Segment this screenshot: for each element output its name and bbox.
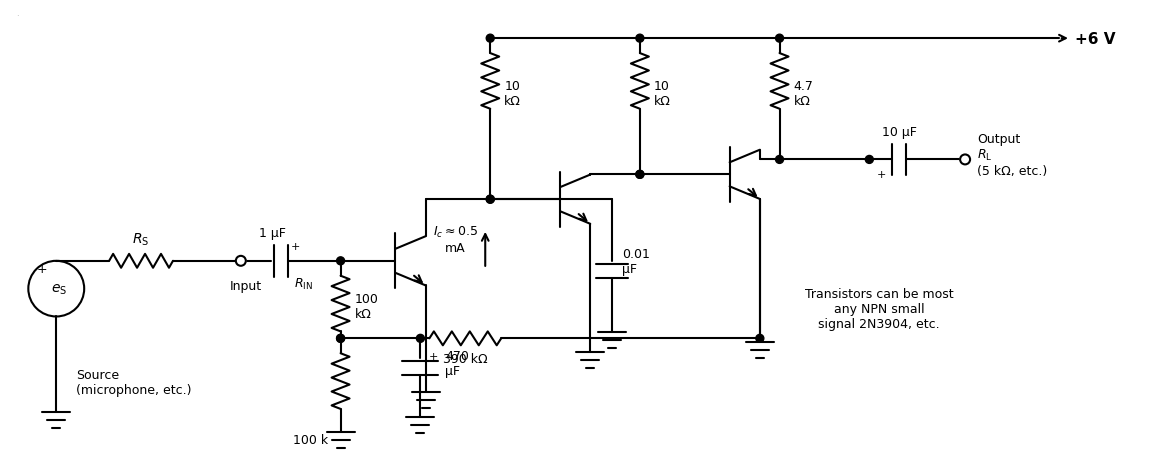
Circle shape <box>336 335 345 342</box>
Text: .: . <box>16 9 19 18</box>
Text: 4.7
kΩ: 4.7 kΩ <box>793 80 813 107</box>
Text: +: + <box>429 352 438 361</box>
Text: 10
kΩ: 10 kΩ <box>654 80 670 107</box>
Text: 10
kΩ: 10 kΩ <box>504 80 522 107</box>
Text: 1 μF: 1 μF <box>259 226 286 240</box>
Circle shape <box>336 335 345 342</box>
Text: $I_c \approx 0.5$
mA: $I_c \approx 0.5$ mA <box>432 224 478 254</box>
Text: +: + <box>38 263 48 276</box>
Circle shape <box>776 156 784 164</box>
Text: 100 k: 100 k <box>293 433 328 446</box>
Text: 390 kΩ: 390 kΩ <box>443 353 488 365</box>
Text: +6 V: +6 V <box>1075 32 1116 46</box>
Text: Output
$R_\mathsf{L}$
(5 kΩ, etc.): Output $R_\mathsf{L}$ (5 kΩ, etc.) <box>977 133 1048 178</box>
Text: +: + <box>291 241 300 252</box>
Circle shape <box>486 196 495 204</box>
Text: 10 μF: 10 μF <box>881 125 917 138</box>
Circle shape <box>236 256 246 266</box>
Circle shape <box>416 335 424 342</box>
Circle shape <box>636 171 643 179</box>
Circle shape <box>776 35 784 43</box>
Circle shape <box>865 156 873 164</box>
Text: 0.01
μF: 0.01 μF <box>622 247 649 275</box>
Circle shape <box>756 335 764 342</box>
Text: $R_\mathsf{S}$: $R_\mathsf{S}$ <box>132 231 150 247</box>
Circle shape <box>636 171 643 179</box>
Text: Transistors can be most
any NPN small
signal 2N3904, etc.: Transistors can be most any NPN small si… <box>805 287 954 330</box>
Text: 470
μF: 470 μF <box>445 349 469 377</box>
Text: +: + <box>877 170 886 180</box>
Circle shape <box>636 35 643 43</box>
Text: 100
kΩ: 100 kΩ <box>355 292 379 320</box>
Text: $e_\mathsf{S}$: $e_\mathsf{S}$ <box>52 282 67 296</box>
Circle shape <box>960 155 970 165</box>
Text: $R_\mathsf{IN}$: $R_\mathsf{IN}$ <box>294 276 313 291</box>
Text: Input: Input <box>230 279 261 292</box>
Circle shape <box>486 35 495 43</box>
Circle shape <box>486 196 495 204</box>
Text: Source
(microphone, etc.): Source (microphone, etc.) <box>76 369 192 396</box>
Circle shape <box>336 257 345 265</box>
